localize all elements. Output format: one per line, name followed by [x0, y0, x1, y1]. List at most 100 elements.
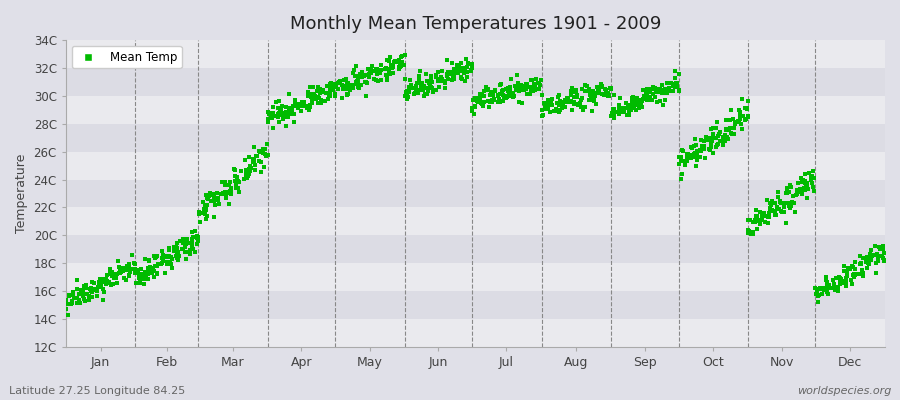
Point [571, 94, 585, 100]
Point [515, 82, 529, 89]
Point [318, 98, 332, 104]
Point [457, 78, 472, 84]
Point [531, 80, 545, 86]
Point [622, 108, 636, 114]
Point [491, 92, 506, 98]
Point [96, 286, 111, 292]
Point [172, 253, 186, 260]
Point [227, 166, 241, 172]
Point [553, 106, 567, 113]
Point [335, 82, 349, 88]
Point [575, 95, 590, 102]
Point [100, 278, 114, 284]
Point [326, 87, 340, 94]
Point [733, 115, 747, 121]
Point [761, 220, 776, 226]
Point [822, 283, 836, 289]
Point [435, 68, 449, 75]
Point [421, 80, 436, 86]
Point [742, 217, 757, 224]
Point [346, 84, 360, 91]
Bar [66, 291, 885, 319]
Point [832, 278, 847, 284]
Point [461, 60, 475, 66]
Point [370, 66, 384, 72]
Point [286, 102, 301, 109]
Point [775, 209, 789, 215]
Point [776, 199, 790, 206]
Point [218, 188, 232, 195]
Point [313, 88, 328, 95]
Point [797, 179, 812, 186]
Point [680, 154, 694, 161]
Point [602, 84, 616, 91]
Point [423, 85, 437, 92]
Point [790, 189, 805, 196]
Point [674, 158, 688, 165]
Point [594, 84, 608, 90]
Point [365, 63, 380, 69]
Point [149, 270, 164, 276]
Point [156, 256, 170, 263]
Point [838, 279, 852, 285]
Point [510, 72, 525, 78]
Point [139, 272, 153, 278]
Point [840, 270, 854, 276]
Point [678, 162, 692, 168]
Point [197, 210, 211, 216]
Point [214, 191, 229, 198]
Point [567, 101, 581, 107]
Point [840, 273, 854, 280]
Point [622, 105, 636, 112]
Point [222, 190, 237, 196]
Point [468, 96, 482, 102]
Point [179, 241, 194, 248]
Point [205, 191, 220, 198]
Point [554, 98, 569, 105]
Point [748, 219, 762, 225]
Point [536, 112, 551, 118]
Point [508, 86, 523, 92]
Point [733, 111, 747, 118]
Point [374, 76, 389, 83]
Point [403, 82, 418, 88]
Point [545, 96, 560, 102]
Point [267, 113, 282, 120]
Point [123, 268, 138, 275]
Point [305, 90, 320, 97]
Point [111, 258, 125, 264]
Point [261, 110, 275, 116]
Point [718, 131, 733, 138]
Point [697, 146, 711, 152]
Point [639, 92, 653, 99]
Point [453, 64, 467, 71]
Point [583, 96, 598, 102]
Point [492, 99, 507, 105]
Point [468, 103, 482, 109]
Point [257, 164, 272, 170]
Point [641, 96, 655, 102]
Point [434, 74, 448, 80]
Point [660, 90, 674, 96]
Point [337, 77, 351, 83]
Point [660, 80, 674, 86]
Point [820, 288, 834, 295]
Point [351, 75, 365, 82]
Point [104, 272, 119, 279]
Point [705, 138, 719, 144]
Point [590, 101, 604, 108]
Point [607, 108, 621, 114]
Point [687, 154, 701, 160]
Point [454, 76, 469, 82]
Point [310, 100, 325, 106]
Point [190, 235, 204, 242]
Point [825, 285, 840, 291]
Point [532, 80, 546, 86]
Point [821, 285, 835, 291]
Point [94, 282, 109, 288]
Point [336, 86, 350, 92]
Point [299, 102, 313, 109]
Point [763, 200, 778, 206]
Point [731, 118, 745, 124]
Point [543, 109, 557, 115]
